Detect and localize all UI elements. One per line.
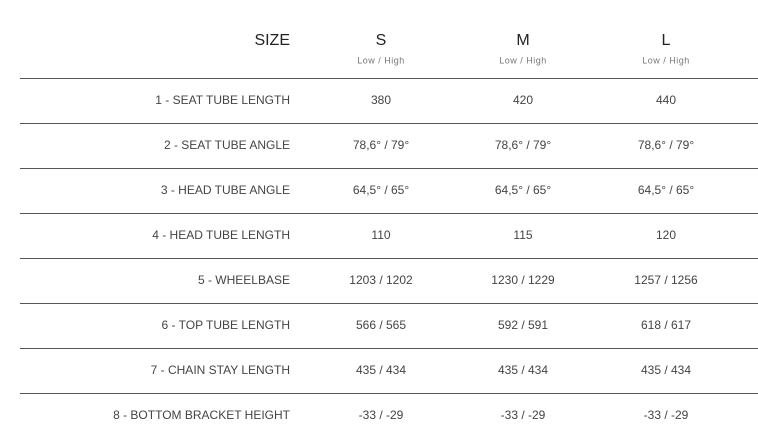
size-name: S — [375, 32, 387, 49]
size-name: M — [516, 32, 530, 49]
row-divider — [20, 213, 758, 214]
cell-value: 1230 / 1229 — [491, 273, 555, 287]
size-subtitle: Low / High — [357, 55, 405, 66]
row-label: 2 - SEAT TUBE ANGLE — [163, 138, 290, 152]
cell-value: 435 / 434 — [497, 363, 549, 377]
cell-value: -33 / -29 — [500, 408, 546, 422]
cell-value: -33 / -29 — [643, 408, 689, 422]
cell-value: 1257 / 1256 — [634, 273, 698, 287]
cell-value: 380 — [370, 93, 392, 107]
cell-value: -33 / -29 — [358, 408, 404, 422]
row-label: 3 - HEAD TUBE ANGLE — [160, 183, 290, 197]
row-label: 1 - SEAT TUBE LENGTH — [155, 93, 290, 107]
size-header: SIZE — [254, 32, 290, 49]
row-label: 6 - TOP TUBE LENGTH — [161, 318, 290, 332]
cell-value: 120 — [655, 228, 677, 242]
row-divider — [20, 123, 758, 124]
row-label: 7 - CHAIN STAY LENGTH — [150, 363, 290, 377]
cell-value: 420 — [512, 93, 534, 107]
row-divider — [20, 393, 758, 394]
cell-value: 78,6° / 79° — [494, 138, 552, 152]
cell-value: 440 — [655, 93, 677, 107]
cell-value: 1203 / 1202 — [349, 273, 413, 287]
size-name: L — [661, 32, 671, 49]
size-subtitle: Low / High — [642, 55, 690, 66]
row-divider — [20, 168, 758, 169]
row-divider — [20, 78, 758, 79]
cell-value: 566 / 565 — [355, 318, 407, 332]
row-label: 8 - BOTTOM BRACKET HEIGHT — [113, 408, 290, 422]
cell-value: 78,6° / 79° — [352, 138, 410, 152]
cell-value: 435 / 434 — [640, 363, 692, 377]
size-subtitle: Low / High — [499, 55, 547, 66]
cell-value: 115 — [513, 228, 533, 242]
cell-value: 435 / 434 — [355, 363, 407, 377]
cell-value: 592 / 591 — [497, 318, 549, 332]
row-divider — [20, 258, 758, 259]
cell-value: 78,6° / 79° — [637, 138, 695, 152]
row-divider — [20, 303, 758, 304]
cell-value: 64,5° / 65° — [352, 183, 410, 197]
row-divider — [20, 348, 758, 349]
cell-value: 64,5° / 65° — [637, 183, 695, 197]
cell-value: 64,5° / 65° — [494, 183, 552, 197]
cell-value: 618 / 617 — [640, 318, 692, 332]
row-label: 4 - HEAD TUBE LENGTH — [152, 228, 290, 242]
cell-value: 110 — [371, 228, 391, 242]
row-label: 5 - WHEELBASE — [197, 273, 290, 287]
